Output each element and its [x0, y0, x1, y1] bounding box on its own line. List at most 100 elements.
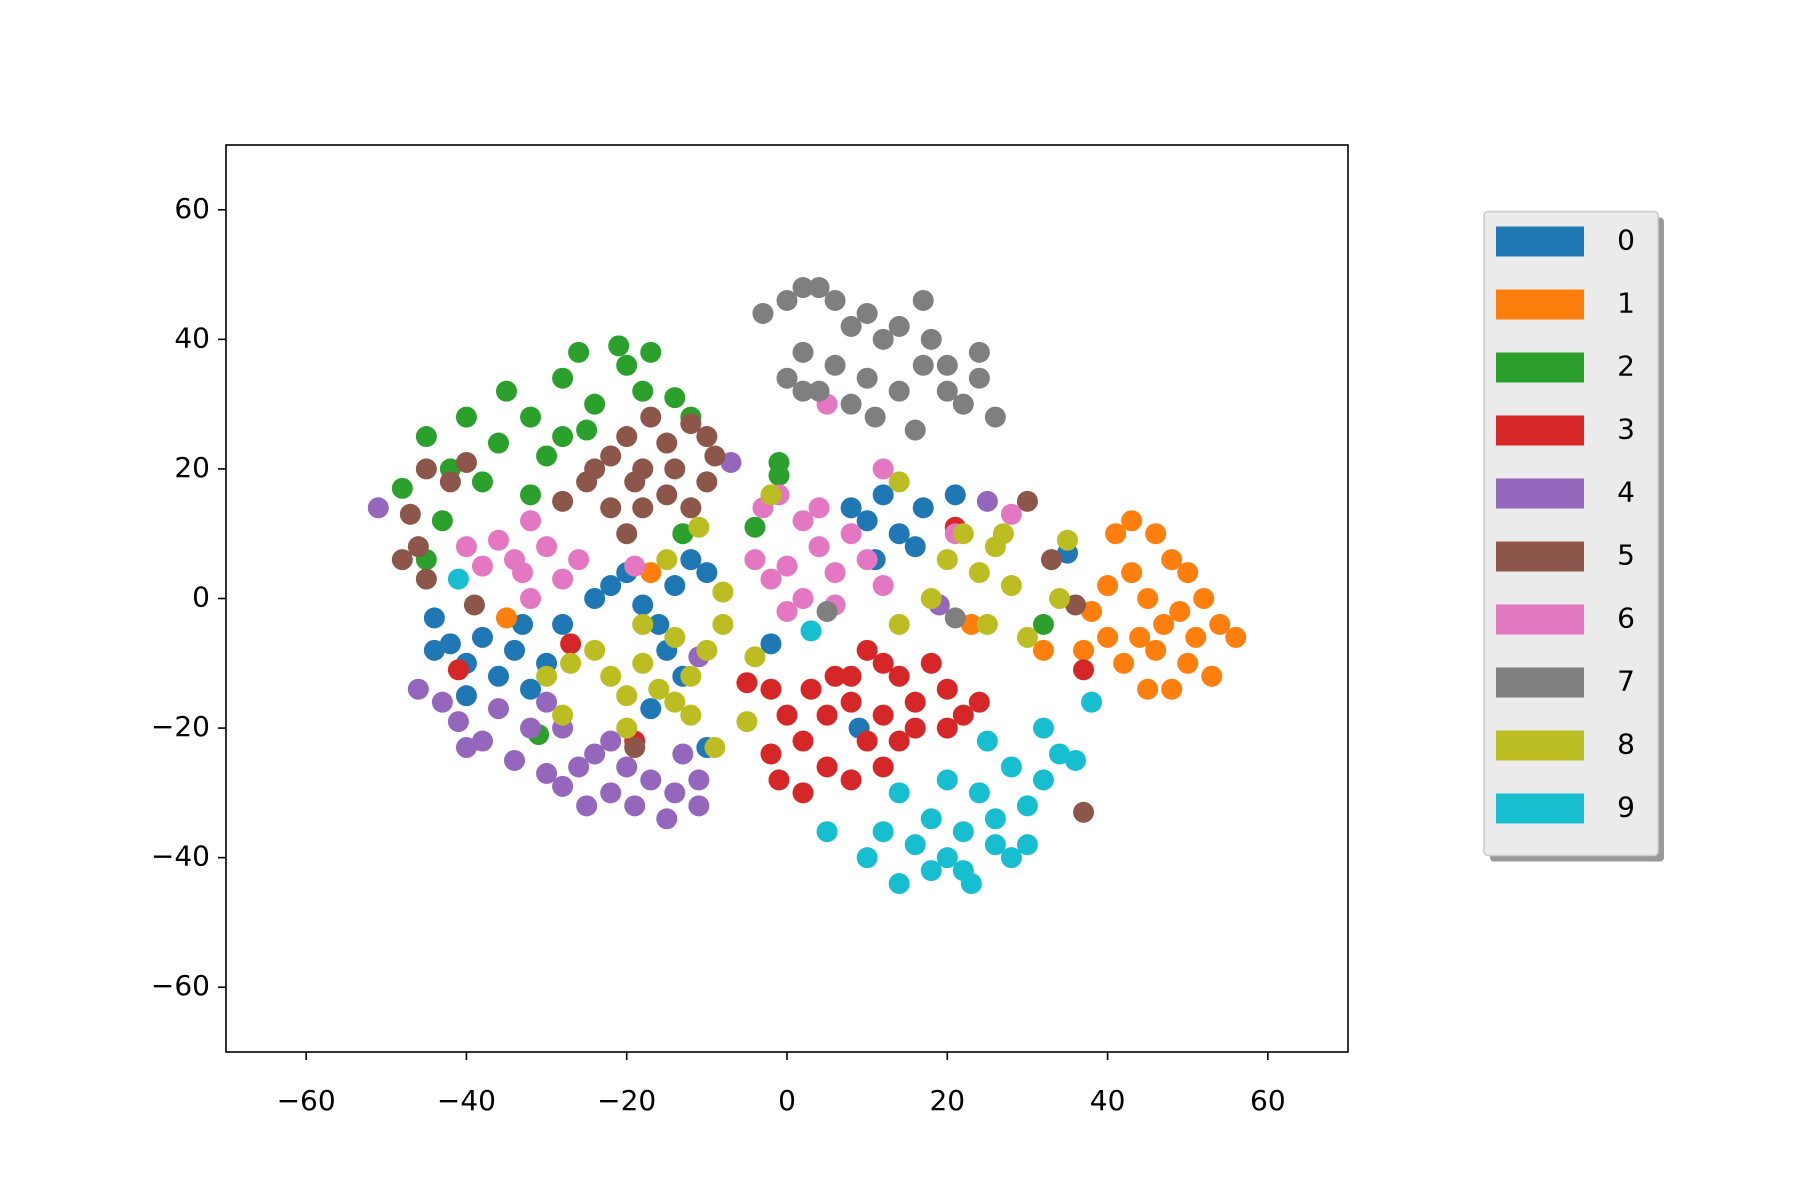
series-points	[536, 471, 1078, 759]
point	[1000, 503, 1022, 525]
point	[792, 380, 814, 402]
legend-label: 5	[1617, 539, 1635, 572]
point	[840, 523, 862, 545]
point	[872, 652, 894, 674]
point	[704, 445, 726, 467]
point	[616, 685, 638, 707]
point	[968, 562, 990, 584]
point	[808, 380, 830, 402]
legend-swatch	[1496, 415, 1584, 446]
x-tick-label: 20	[929, 1084, 965, 1117]
point	[536, 665, 558, 687]
point	[1145, 639, 1167, 661]
point	[423, 639, 445, 661]
point	[952, 821, 974, 843]
point	[1032, 717, 1054, 739]
point	[840, 665, 862, 687]
point	[992, 523, 1014, 545]
point	[904, 419, 926, 441]
point	[872, 575, 894, 597]
point	[1040, 549, 1062, 571]
y-tick-label: 60	[174, 192, 210, 225]
point	[968, 341, 990, 363]
point	[1153, 613, 1175, 635]
y-tick-label: 20	[174, 451, 210, 484]
point	[920, 652, 942, 674]
point	[632, 594, 654, 616]
point	[600, 497, 622, 519]
point	[455, 685, 477, 707]
point	[888, 613, 910, 635]
legend-label: 2	[1617, 350, 1635, 383]
legend-swatch	[1496, 289, 1584, 320]
point	[600, 730, 622, 752]
series-points	[391, 406, 1095, 823]
point	[696, 562, 718, 584]
point	[1032, 639, 1054, 661]
point	[463, 594, 485, 616]
point	[487, 432, 509, 454]
point	[904, 834, 926, 856]
legend-label: 3	[1617, 413, 1635, 446]
point	[744, 549, 766, 571]
point	[984, 808, 1006, 830]
point	[888, 315, 910, 337]
point	[736, 711, 758, 733]
point	[824, 562, 846, 584]
point	[664, 387, 686, 409]
point	[976, 490, 998, 512]
point	[760, 568, 782, 590]
point	[1169, 600, 1191, 622]
point	[1097, 575, 1119, 597]
point	[584, 393, 606, 415]
point	[680, 665, 702, 687]
point	[736, 672, 758, 694]
point	[399, 503, 421, 525]
point	[968, 782, 990, 804]
point	[1032, 769, 1054, 791]
point	[816, 756, 838, 778]
point	[632, 380, 654, 402]
point	[648, 613, 670, 635]
point	[936, 769, 958, 791]
point	[920, 328, 942, 350]
legend-swatch	[1496, 793, 1584, 824]
point	[856, 730, 878, 752]
x-tick-label: −60	[277, 1084, 336, 1117]
point	[976, 730, 998, 752]
point	[407, 536, 429, 558]
point	[1161, 549, 1183, 571]
point	[536, 691, 558, 713]
point	[584, 588, 606, 609]
point	[776, 704, 798, 726]
point	[864, 406, 886, 428]
point	[936, 717, 958, 739]
legend-label: 9	[1617, 791, 1635, 824]
legend-swatch	[1496, 478, 1584, 509]
point	[520, 484, 542, 506]
plot-marks	[367, 277, 1247, 895]
point	[616, 523, 638, 545]
point	[656, 484, 678, 506]
x-tick-label: 40	[1090, 1084, 1126, 1117]
point	[816, 821, 838, 843]
point	[944, 484, 966, 506]
point	[752, 302, 774, 324]
point	[1113, 652, 1135, 674]
point	[431, 510, 453, 532]
point	[968, 691, 990, 713]
point	[520, 678, 542, 700]
point	[696, 426, 718, 448]
point	[912, 289, 934, 311]
point	[568, 549, 590, 571]
point	[415, 458, 437, 480]
point	[624, 795, 646, 817]
point	[1161, 678, 1183, 700]
point	[552, 490, 574, 512]
point	[536, 445, 558, 467]
point	[664, 691, 686, 713]
point	[560, 633, 582, 655]
point	[800, 620, 822, 642]
series-points	[367, 451, 998, 830]
point	[504, 639, 526, 661]
